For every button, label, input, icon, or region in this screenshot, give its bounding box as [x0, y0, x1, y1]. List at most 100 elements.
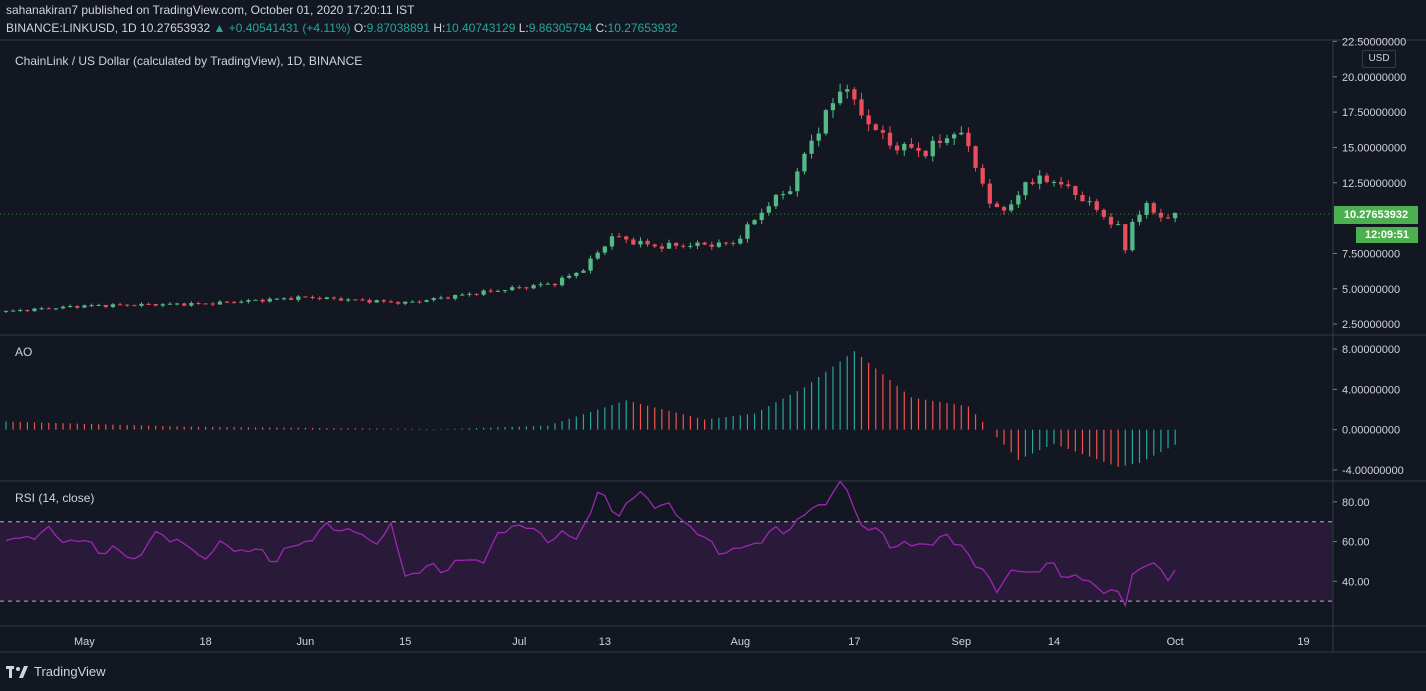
price-axis-label: 12.50000000 — [1342, 178, 1406, 190]
time-axis-label: 15 — [399, 636, 411, 648]
candle-body — [567, 275, 572, 278]
candle-body — [952, 134, 957, 139]
candle-body — [110, 304, 116, 307]
candle-body — [460, 294, 465, 296]
price-axis-label: 2.50000000 — [1342, 319, 1400, 331]
candle-body — [531, 285, 536, 289]
candle-body — [1130, 221, 1135, 251]
candle-body — [609, 236, 615, 247]
candle-body — [146, 303, 151, 305]
candle-body — [631, 239, 636, 245]
candle-body — [780, 194, 786, 196]
candle-body — [909, 143, 914, 148]
candle-body — [167, 303, 173, 305]
candle-body — [182, 303, 187, 306]
ao-axis-label: 0.00000000 — [1342, 425, 1400, 437]
candle-body — [795, 171, 800, 192]
candle-body — [517, 287, 522, 289]
candle-body — [1073, 186, 1078, 196]
candle-body — [139, 303, 144, 306]
candle-body — [659, 246, 665, 249]
candle-body — [966, 132, 971, 147]
ao-axis-label: -4.00000000 — [1342, 465, 1404, 477]
candle-body — [1037, 175, 1042, 184]
candle-body — [260, 299, 265, 302]
candle-body — [75, 306, 80, 308]
candle-body — [937, 140, 943, 143]
candle-body — [96, 304, 101, 306]
candle-body — [773, 194, 779, 207]
candle-body — [859, 99, 864, 116]
candle-body — [488, 290, 493, 292]
candle-body — [281, 298, 287, 300]
candle-body — [395, 302, 401, 304]
candle-body — [367, 300, 372, 303]
candle-body — [438, 297, 444, 299]
ao-pane-title: AO — [15, 345, 33, 359]
candle-body — [1144, 203, 1149, 215]
candle-body — [1123, 224, 1128, 251]
last-price: 10.27653932 — [140, 21, 211, 35]
candle-body — [944, 138, 950, 143]
time-axis-label: Aug — [731, 636, 751, 648]
candle-body — [1151, 203, 1156, 213]
candle-body — [709, 244, 714, 247]
candle-body — [160, 304, 165, 306]
candle-body — [239, 301, 244, 303]
candle-body — [403, 301, 408, 304]
candle-body — [53, 308, 59, 310]
candle-body — [837, 91, 843, 104]
candle-body — [1066, 184, 1071, 187]
candle-body — [894, 145, 900, 151]
rsi-axis-label: 60.00 — [1342, 537, 1370, 549]
change-value: ▲ +0.40541431 (+4.11%) — [213, 21, 351, 35]
price-axis-label: 7.50000000 — [1342, 248, 1400, 260]
time-axis-label: 19 — [1297, 636, 1309, 648]
currency-badge[interactable]: USD — [1362, 50, 1396, 68]
candle-body — [18, 310, 23, 312]
rsi-axis-label: 80.00 — [1342, 497, 1370, 509]
candle-body — [766, 206, 771, 213]
candle-body — [346, 299, 351, 301]
candle-body — [510, 287, 515, 291]
candle-body — [25, 310, 30, 312]
candle-body — [666, 242, 672, 249]
price-axis-label: 20.00000000 — [1342, 72, 1406, 84]
candle-body — [267, 298, 272, 302]
candle-body — [1108, 216, 1114, 225]
low-value: 9.86305794 — [528, 21, 593, 35]
candle-body — [638, 240, 643, 245]
candle-body — [231, 301, 237, 303]
candle-body — [973, 146, 978, 168]
candle-body — [930, 140, 935, 157]
candle-body — [1001, 207, 1007, 211]
candle-body — [681, 245, 686, 247]
candle-body — [624, 236, 629, 240]
close-value: 10.27653932 — [607, 21, 678, 35]
candle-body — [1101, 209, 1107, 217]
footer-brand[interactable]: TradingView — [6, 664, 106, 679]
candle-body — [46, 308, 51, 310]
candle-body — [1030, 182, 1035, 184]
candle-body — [317, 298, 322, 300]
open-value: 9.87038891 — [366, 21, 430, 35]
candle-body — [759, 212, 764, 221]
candle-body — [524, 287, 529, 289]
publisher-line: sahanakiran7 published on TradingView.co… — [6, 3, 415, 17]
price-axis-label: 22.50000000 — [1342, 36, 1406, 48]
open-label: O: — [353, 21, 367, 35]
candle-body — [602, 246, 607, 253]
candle-body — [809, 140, 814, 154]
candle-body — [1173, 212, 1178, 219]
candle-body — [1016, 195, 1021, 205]
candle-body — [125, 304, 130, 306]
candle-body — [1137, 214, 1142, 222]
candle-body — [417, 301, 422, 303]
candle-body — [1051, 181, 1057, 183]
candle-body — [68, 306, 73, 308]
time-axis-label: May — [74, 636, 95, 648]
candle-body — [1158, 212, 1164, 218]
time-axis-label: 18 — [199, 636, 211, 648]
candle-body — [538, 284, 543, 286]
